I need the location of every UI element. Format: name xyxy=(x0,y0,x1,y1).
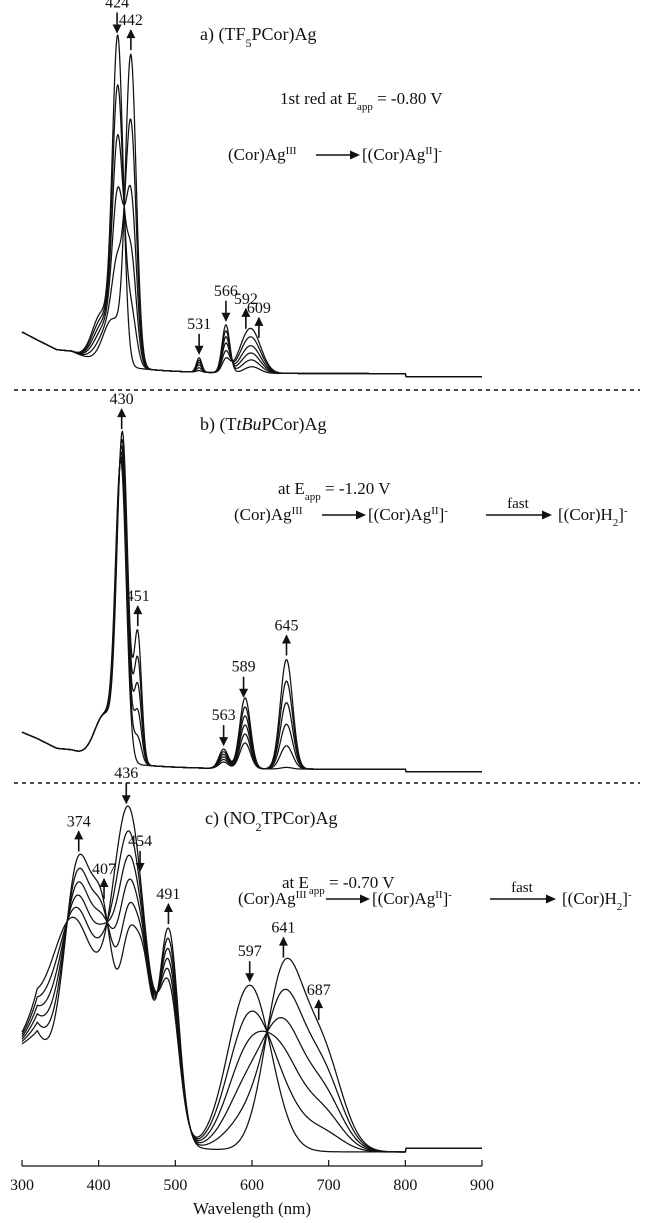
peak-arrow xyxy=(74,830,84,852)
panel-title: a) (TF5PCor)Ag xyxy=(200,24,317,50)
x-tick-label: 600 xyxy=(240,1177,264,1194)
peak-arrow xyxy=(314,999,324,1021)
peak-label: 592 xyxy=(234,291,258,308)
x-tick-label: 300 xyxy=(10,1177,34,1194)
scheme-arrow-label: fast xyxy=(511,880,533,896)
spectrum-curve xyxy=(21,805,482,1153)
x-tick-label: 700 xyxy=(317,1177,341,1194)
peak-label: 609 xyxy=(247,300,271,317)
peak-label: 442 xyxy=(119,12,143,29)
peak-arrow xyxy=(221,300,231,322)
peak-label: 531 xyxy=(187,316,211,333)
peak-arrow xyxy=(278,936,288,958)
peak-arrow xyxy=(133,605,143,627)
peak-arrow xyxy=(239,676,249,698)
scheme-product: [(Cor)AgII]- xyxy=(372,889,452,908)
peak-arrow xyxy=(135,850,145,872)
peak-arrow xyxy=(219,725,229,747)
peak-arrow xyxy=(99,877,109,899)
scheme-product-2: [(Cor)H2]- xyxy=(558,505,628,529)
peak-label: 424 xyxy=(105,0,129,12)
scheme-reactant: (Cor)AgIII xyxy=(238,889,307,908)
peak-label: 589 xyxy=(232,659,256,676)
panel-c-spectrum: c) (NO2TPCor)Ag at Eapp = -0.70 V(Cor)AgI… xyxy=(21,765,632,1153)
scheme-reactant: (Cor)AgIII xyxy=(234,505,303,524)
x-tick-label: 500 xyxy=(163,1177,187,1194)
panel-condition: at Eapp = -0.70 V xyxy=(282,873,395,897)
spectrum-curve xyxy=(21,830,482,1153)
peak-arrow xyxy=(282,634,291,656)
scheme-product: [(Cor)AgII]- xyxy=(368,505,448,524)
x-tick-label: 900 xyxy=(470,1177,494,1194)
peak-arrow xyxy=(121,783,131,805)
spectrum-curve xyxy=(21,53,482,378)
peak-arrow xyxy=(117,408,127,430)
scheme-arrow xyxy=(322,510,366,520)
panel-condition: 1st red at Eapp = -0.80 V xyxy=(280,89,443,113)
spectrum-curve xyxy=(21,456,482,773)
scheme-reactant: (Cor)AgIII xyxy=(228,145,297,164)
scheme-product-2: [(Cor)H2]- xyxy=(562,889,632,913)
x-axis: 300 400 500 600 700 800 900 xyxy=(10,1160,494,1194)
scheme-arrow-label: fast xyxy=(507,496,529,512)
peak-arrow xyxy=(245,961,255,983)
panel-a-spectrum: a) (TF5PCor)Ag 1st red at Eapp = -0.80 V (… xyxy=(21,0,482,378)
peak-label: 430 xyxy=(110,391,134,408)
scheme-arrow xyxy=(326,894,370,904)
peak-label: 407 xyxy=(92,861,116,878)
spectrum-curve xyxy=(21,184,482,378)
peak-label: 436 xyxy=(114,765,138,782)
peak-arrow xyxy=(126,29,136,51)
scheme-product: [(Cor)AgII]- xyxy=(362,145,442,164)
peak-arrow xyxy=(241,307,251,329)
peak-arrow xyxy=(194,333,204,355)
spectrum-curve xyxy=(21,34,482,378)
peak-label: 645 xyxy=(275,618,299,635)
spectrum-curve xyxy=(21,853,482,1153)
spectrum-curve xyxy=(21,451,482,773)
panel-b-spectrum: b) (TtBuPCor)Ag at Eapp = -1.20 V (Cor)AgI… xyxy=(21,391,628,773)
peak-label: 566 xyxy=(214,283,238,300)
spectrum-curve xyxy=(21,430,482,773)
peak-arrow xyxy=(112,12,122,34)
scheme-arrow-fast xyxy=(490,894,556,904)
panel-title: c) (NO2TPCor)Ag xyxy=(205,808,337,834)
peak-label: 641 xyxy=(271,920,295,937)
spectrum-curve xyxy=(21,445,482,773)
scheme-arrow-fast xyxy=(486,510,552,520)
x-axis-label: Wavelength (nm) xyxy=(193,1199,311,1218)
peak-label: 491 xyxy=(156,886,180,903)
spectrum-curve xyxy=(21,133,482,378)
peak-label: 454 xyxy=(128,833,152,850)
peak-label: 687 xyxy=(307,982,331,999)
peak-label: 563 xyxy=(212,707,236,724)
peak-label: 374 xyxy=(67,813,91,830)
panel-condition: at Eapp = -1.20 V xyxy=(278,479,391,503)
peak-arrow xyxy=(254,316,264,338)
x-tick-label: 400 xyxy=(87,1177,111,1194)
scheme-arrow xyxy=(316,150,360,160)
spectrum-curve xyxy=(21,438,482,773)
x-tick-label: 800 xyxy=(393,1177,417,1194)
panel-title: b) (TtBuPCor)Ag xyxy=(200,414,327,435)
peak-label: 597 xyxy=(238,943,262,960)
peak-arrow xyxy=(163,903,173,925)
peak-label: 451 xyxy=(126,588,150,605)
